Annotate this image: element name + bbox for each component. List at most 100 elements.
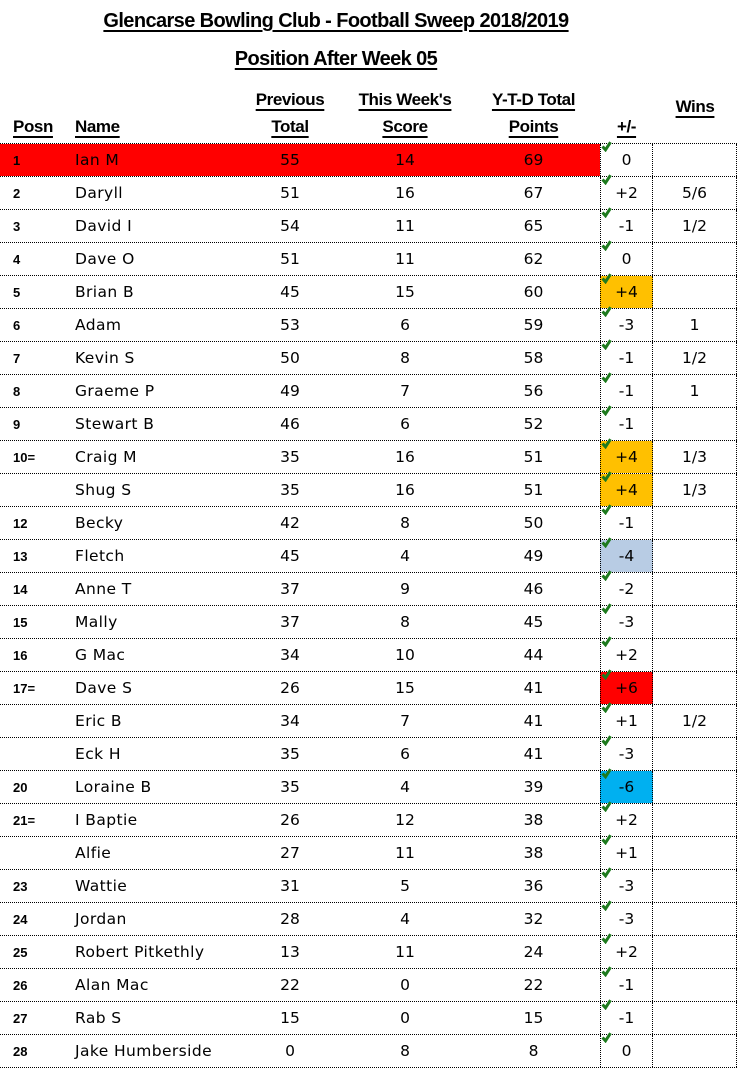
name-cell: Shug S [75,481,132,499]
week-score-cell: 7 [400,382,410,400]
sheet-titles: Glencarse Bowling Club - Football Sweep … [0,0,672,72]
previous-total-cell: 13 [280,943,300,961]
plus-minus-value: +2 [615,184,638,202]
ytd-points-cell: 50 [523,514,544,532]
plus-minus-value: -6 [618,778,635,796]
plus-minus-cell: 0 [600,240,653,275]
plus-minus-cell: +2 [600,636,653,671]
plus-minus-cell: +2 [600,174,653,209]
posn-cell: 26 [13,977,28,993]
wins-cell [653,936,737,968]
wins-cell [653,804,737,836]
previous-total-cell: 26 [280,811,300,829]
plus-minus-cell: -1 [600,339,653,374]
plus-minus-value: +4 [615,448,638,466]
week-score-cell: 4 [400,778,410,796]
page-subtitle: Position After Week 05 [234,48,438,70]
table-row: 15 Mally 37 8 45 -3 [0,603,737,639]
wins-cell [653,408,737,440]
plus-minus-cell: -1 [600,405,653,440]
week-score-cell: 6 [400,415,410,433]
previous-total-cell: 45 [280,283,300,301]
posn-cell: 7 [13,350,21,366]
week-score-cell: 11 [395,943,415,961]
previous-total-cell: 34 [280,646,300,664]
previous-total-cell: 22 [280,976,300,994]
week-score-cell: 8 [400,349,410,367]
week-score-cell: 16 [395,184,415,202]
week-score-cell: 6 [400,316,410,334]
ytd-points-cell: 8 [528,1042,539,1060]
ytd-points-cell: 52 [523,415,544,433]
column-header-plus-minus: +/- [616,117,637,136]
previous-total-cell: 31 [280,877,300,895]
posn-cell: 12 [13,515,28,531]
column-header-posn: Posn [13,117,53,136]
posn-cell [0,738,65,770]
plus-minus-cell: -3 [600,900,653,935]
week-score-cell: 15 [395,283,415,301]
previous-total-cell: 51 [280,250,300,268]
table-row: 23 Wattie 31 5 36 -3 [0,867,737,903]
table-row: 13 Fletch 45 4 49 -4 [0,537,737,573]
previous-total-cell: 46 [280,415,300,433]
ytd-points-cell: 51 [523,448,544,466]
ytd-points-cell: 59 [523,316,544,334]
table-row: 3 David I 54 11 65 -1 1/2 [0,207,737,243]
previous-total-cell: 50 [280,349,300,367]
week-score-cell: 11 [395,250,415,268]
previous-total-cell: 26 [280,679,300,697]
previous-total-cell: 35 [280,745,300,763]
ytd-points-cell: 15 [523,1009,544,1027]
week-score-cell: 0 [400,1009,410,1027]
plus-minus-value: -1 [618,349,635,367]
ytd-points-cell: 45 [523,613,544,631]
plus-minus-value: -1 [618,1009,635,1027]
posn-cell: 16 [13,647,28,663]
plus-minus-value: +1 [615,844,638,862]
ytd-points-cell: 51 [523,481,544,499]
plus-minus-value: -3 [618,877,635,895]
plus-minus-cell: +2 [600,933,653,968]
column-header-ytd-total-points: Y-T-D Total Points [491,90,576,136]
plus-minus-value: +4 [615,283,638,301]
plus-minus-value: 0 [621,1042,632,1060]
plus-minus-value: -1 [618,382,635,400]
wins-cell [653,639,737,671]
table-row: 4 Dave O 51 11 62 0 [0,240,737,276]
plus-minus-cell: -2 [600,570,653,605]
plus-minus-cell: -1 [600,504,653,539]
ytd-points-cell: 41 [523,712,544,730]
previous-total-cell: 35 [280,448,300,466]
posn-cell [0,837,65,869]
wins-cell [653,870,737,902]
plus-minus-cell: -1 [600,966,653,1001]
posn-cell: 15 [13,614,28,630]
posn-cell: 24 [13,911,28,927]
plus-minus-value: 0 [621,151,632,169]
name-cell: I Baptie [75,811,138,829]
week-score-cell: 5 [400,877,410,895]
plus-minus-cell: +4 [600,438,653,473]
wins-cell [653,738,737,770]
plus-minus-cell: -3 [600,735,653,770]
week-score-cell: 0 [400,976,410,994]
previous-total-cell: 35 [280,481,300,499]
standings-table: 1 Ian M 55 14 69 0 2 Daryll 51 16 67 +2 [0,141,737,1068]
table-row: 6 Adam 53 6 59 -3 1 [0,306,737,342]
week-score-cell: 4 [400,910,410,928]
plus-minus-value: -2 [618,580,635,598]
plus-minus-value: -1 [618,514,635,532]
name-cell: Eric B [75,712,122,730]
week-score-cell: 9 [400,580,410,598]
name-cell: Ian M [65,144,237,176]
name-cell: Dave S [75,679,133,697]
week-score-cell: 11 [395,217,415,235]
posn-cell: 13 [13,548,28,564]
plus-minus-value: +4 [615,481,638,499]
wins-cell [653,276,737,308]
name-cell: Alan Mac [75,976,149,994]
week-score-cell: 14 [343,144,467,176]
previous-total-cell: 54 [280,217,300,235]
ytd-points-cell: 38 [523,844,544,862]
